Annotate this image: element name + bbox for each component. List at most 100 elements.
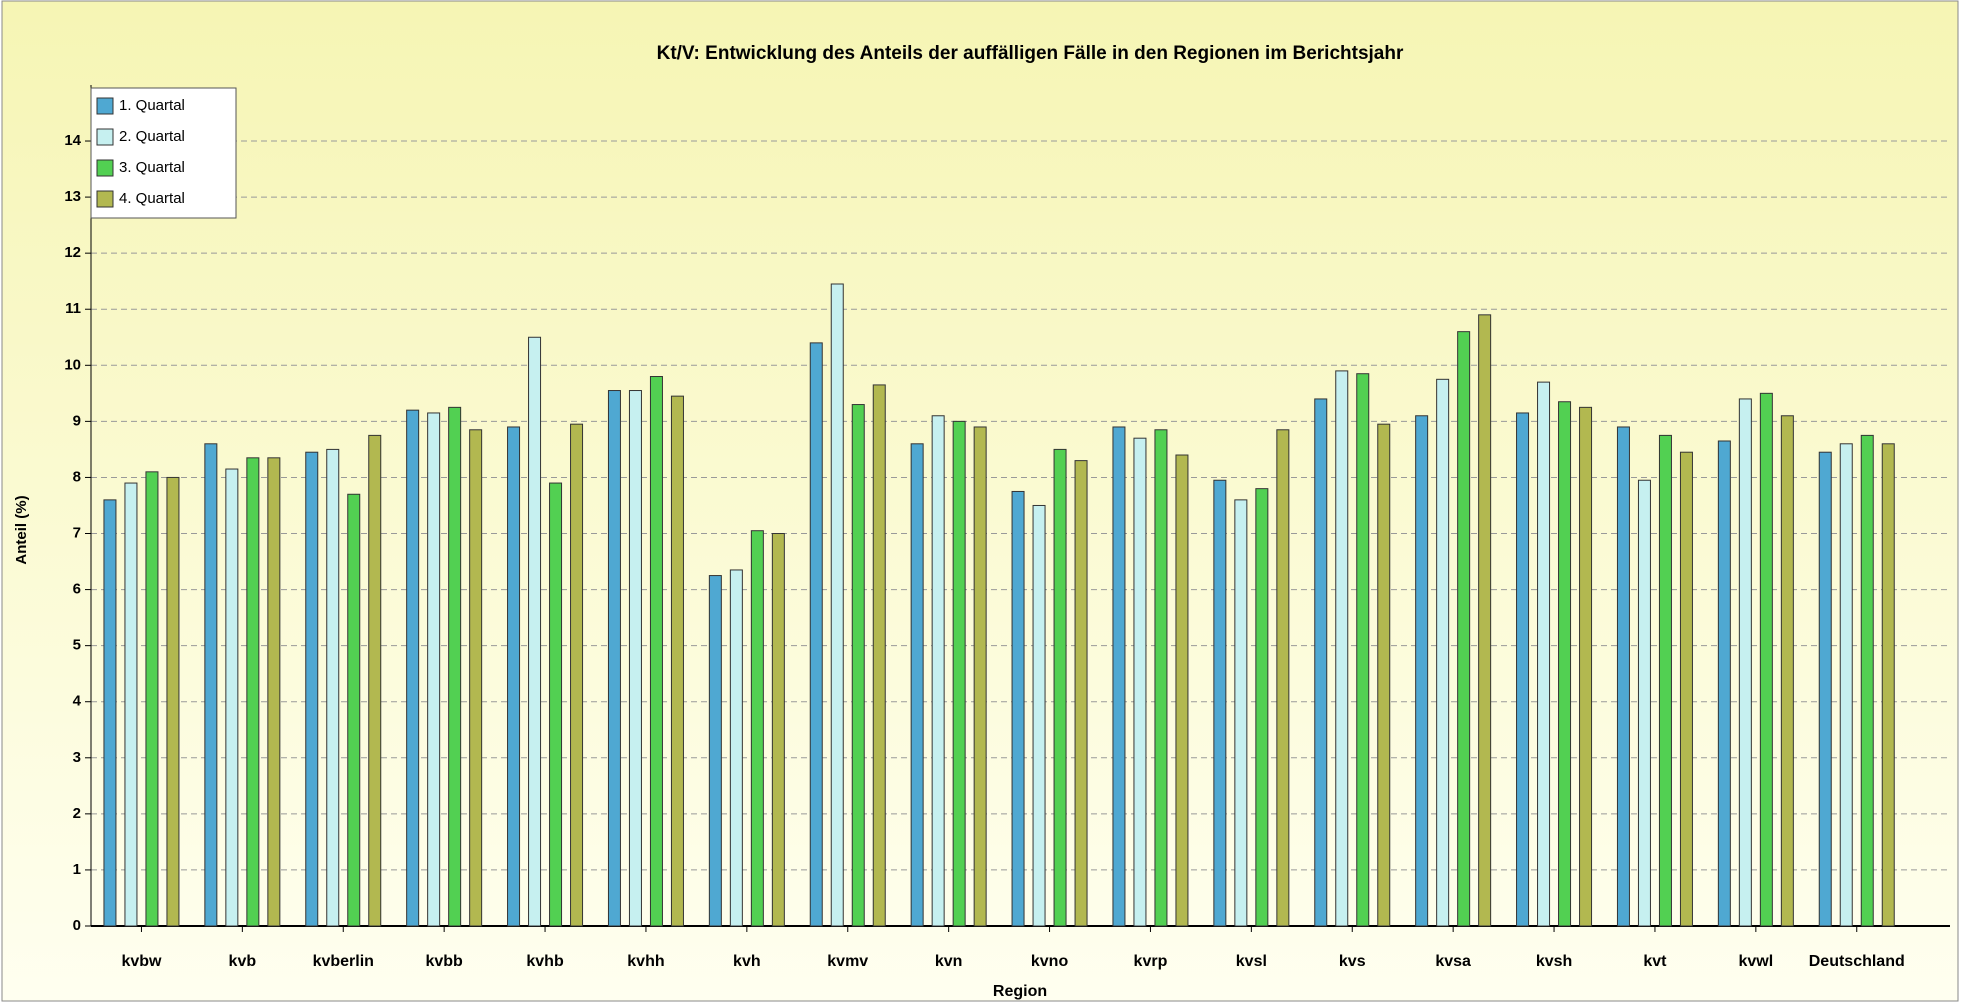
legend-swatch <box>96 97 114 115</box>
bar <box>507 426 521 927</box>
x-tick-label: kvsh <box>1536 953 1572 970</box>
bar <box>406 409 420 927</box>
bar <box>368 434 382 927</box>
bar <box>1112 426 1126 927</box>
bar <box>809 342 823 927</box>
x-tick-label: kvrp <box>1134 953 1168 970</box>
legend-swatch <box>96 190 114 208</box>
legend-label: 1. Quartal <box>119 97 185 114</box>
legend-label: 4. Quartal <box>119 190 185 207</box>
bar <box>103 499 117 927</box>
x-tick-label: kvn <box>935 953 963 970</box>
x-tick-label: kvbw <box>121 953 162 970</box>
bar <box>1457 331 1471 927</box>
bar <box>1558 401 1572 927</box>
legend-label: 3. Quartal <box>119 159 185 176</box>
y-tick-label: 5 <box>73 637 81 654</box>
x-tick-label: kvsl <box>1236 953 1267 970</box>
bar <box>469 429 483 927</box>
bar <box>1717 440 1731 927</box>
x-tick-label: kvmv <box>827 953 868 970</box>
bar <box>872 384 886 927</box>
x-tick-label: kvberlin <box>313 953 374 970</box>
bar <box>1011 490 1025 927</box>
bar <box>628 390 642 927</box>
bar <box>1658 434 1672 927</box>
bar <box>1616 426 1630 927</box>
bar <box>649 376 663 927</box>
bar <box>952 420 966 927</box>
bar <box>1175 454 1189 927</box>
y-tick-label: 12 <box>64 244 81 261</box>
x-tick-label: kvs <box>1339 953 1366 970</box>
legend-box <box>90 87 237 219</box>
bar <box>670 395 684 927</box>
bar <box>1478 314 1492 927</box>
bar <box>910 443 924 927</box>
bar <box>570 423 584 927</box>
bar <box>1032 504 1046 927</box>
y-tick-label: 6 <box>73 581 81 598</box>
bar <box>267 457 281 927</box>
chart-title: Kt/V: Entwicklung des Anteils der auffäl… <box>657 43 1404 64</box>
y-tick-label: 3 <box>73 749 81 766</box>
bar <box>549 482 563 927</box>
x-axis-title: Region <box>993 983 1047 1000</box>
bar <box>1436 378 1450 927</box>
legend-swatch <box>96 128 114 146</box>
legend-swatch <box>96 159 114 177</box>
bar <box>145 471 159 927</box>
x-tick-label: kvbb <box>425 953 463 970</box>
bar <box>851 404 865 927</box>
bar <box>1276 429 1290 927</box>
x-tick-label: kvsa <box>1435 953 1471 970</box>
y-tick-label: 13 <box>64 188 81 205</box>
bar <box>931 415 945 927</box>
bar <box>750 530 764 927</box>
x-tick-label: Deutschland <box>1809 953 1905 970</box>
x-tick-label: kvh <box>733 953 761 970</box>
y-tick-label: 2 <box>73 805 81 822</box>
bar <box>973 426 987 927</box>
bar <box>1255 488 1269 927</box>
bar <box>607 390 621 927</box>
x-tick-label: kvhh <box>627 953 664 970</box>
bar <box>1537 381 1551 927</box>
bar <box>1335 370 1349 927</box>
bar <box>1679 451 1693 927</box>
y-tick-label: 14 <box>64 132 81 149</box>
bar <box>1881 443 1895 927</box>
bar <box>427 412 441 927</box>
legend-label: 2. Quartal <box>119 128 185 145</box>
bar <box>1154 429 1168 927</box>
bar <box>1637 479 1651 927</box>
bar <box>1356 373 1370 927</box>
bar <box>1053 448 1067 927</box>
bar <box>1074 460 1088 927</box>
x-tick-label: kvno <box>1031 953 1069 970</box>
y-tick-label: 7 <box>73 524 81 541</box>
bar <box>1839 443 1853 927</box>
bar <box>1860 434 1874 927</box>
bar <box>528 336 542 927</box>
bar <box>1213 479 1227 927</box>
bar <box>1516 412 1530 927</box>
bar <box>1415 415 1429 927</box>
bar <box>708 575 722 927</box>
bar <box>204 443 218 927</box>
bar <box>1314 398 1328 927</box>
bar <box>347 493 361 927</box>
y-tick-label: 10 <box>64 356 81 373</box>
y-tick-label: 8 <box>73 468 81 485</box>
bar <box>1133 437 1147 927</box>
bar <box>1377 423 1391 927</box>
x-tick-label: kvwl <box>1739 953 1774 970</box>
bar <box>1738 398 1752 927</box>
x-tick-label: kvt <box>1643 953 1667 970</box>
bar <box>166 476 180 927</box>
bar <box>1234 499 1248 927</box>
bar <box>448 406 462 927</box>
y-tick-label: 11 <box>65 300 81 317</box>
y-tick-label: 9 <box>73 412 81 429</box>
